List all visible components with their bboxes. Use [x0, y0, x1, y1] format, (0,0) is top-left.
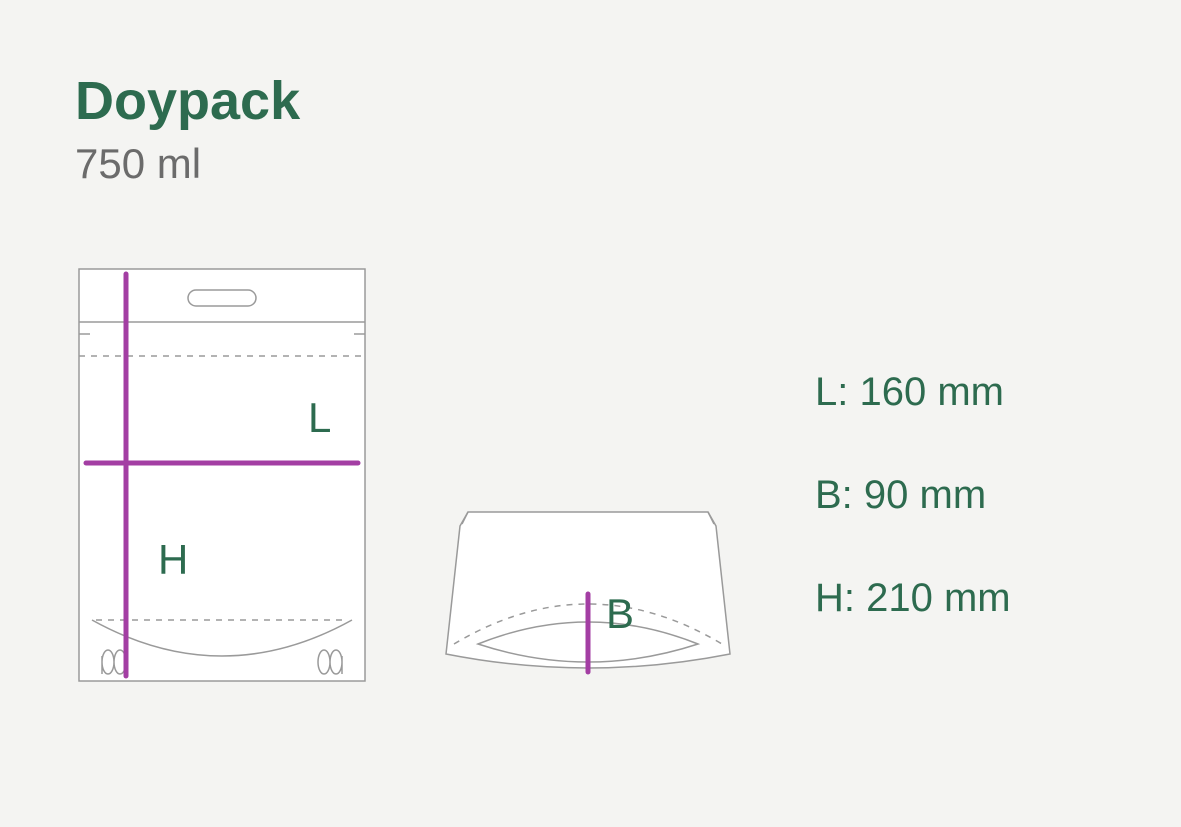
- bottom-svg: [438, 504, 738, 684]
- dim-b: B: 90 mm: [815, 473, 1011, 518]
- front-svg: [78, 268, 366, 682]
- product-title: Doypack: [75, 70, 300, 132]
- dim-h: H: 210 mm: [815, 576, 1011, 621]
- axis-label-h: H: [158, 536, 188, 584]
- dim-l: L: 160 mm: [815, 370, 1011, 415]
- axis-label-l: L: [308, 394, 331, 442]
- dimensions-list: L: 160 mm B: 90 mm H: 210 mm: [815, 370, 1011, 679]
- diagram-bottom-view: B: [438, 504, 738, 689]
- diagram-front-view: L H: [78, 268, 366, 687]
- product-subtitle: 750 ml: [75, 140, 201, 188]
- axis-label-b: B: [606, 590, 634, 638]
